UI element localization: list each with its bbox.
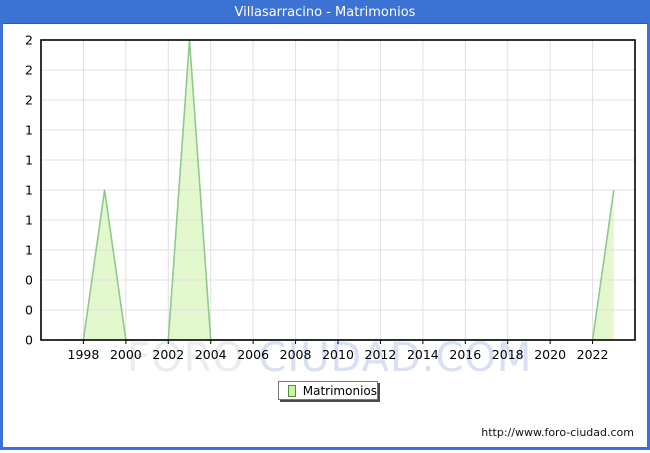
legend-label: Matrimonios [302, 383, 377, 398]
x-tick-label: 2012 [365, 347, 397, 362]
x-tick-label: 2008 [280, 347, 312, 362]
y-tick-label: 2 [25, 93, 33, 108]
watermark: FORO CIUDAD.COM [127, 335, 532, 381]
y-tick-label: 0 [25, 333, 33, 348]
x-tick-label: 2000 [110, 347, 142, 362]
footer-url: http://www.foro-ciudad.com [481, 426, 634, 439]
y-tick-label: 1 [25, 183, 33, 198]
x-tick-label: 2022 [577, 347, 609, 362]
watermark-part1: FORO [127, 335, 259, 381]
y-tick-label: 1 [25, 153, 33, 168]
watermark-part2: CIUDAD.COM [258, 335, 533, 381]
x-tick-label: 2018 [492, 347, 524, 362]
y-tick-label: 1 [25, 243, 33, 258]
matrimonios-area-chart: 1998 2000 2002 2004 2006 2008 2010 2012 2014 2016… [25, 33, 636, 362]
x-tick-label: 2002 [152, 347, 184, 362]
x-tick-label: 2010 [322, 347, 354, 362]
y-tick-label: 1 [25, 123, 33, 138]
title-bar: Villasarracino - Matrimonios [3, 3, 647, 24]
series-area-fill [62, 40, 614, 340]
x-tick-label: 2014 [407, 347, 439, 362]
legend-swatch-icon [288, 384, 296, 397]
y-tick-label: 2 [25, 63, 33, 78]
legend: Matrimonios [278, 381, 378, 400]
x-tick-label: 2020 [534, 347, 566, 362]
x-tick-label: 2016 [449, 347, 481, 362]
x-tick-label: 2006 [237, 347, 269, 362]
y-tick-label: 2 [25, 33, 33, 48]
y-tick-label: 0 [25, 273, 33, 288]
x-tick-label: 2004 [195, 347, 227, 362]
x-tick-label: 1998 [68, 347, 100, 362]
y-tick-label: 0 [25, 303, 33, 318]
page-title: Villasarracino - Matrimonios [234, 5, 416, 20]
y-tick-label: 1 [25, 213, 33, 228]
